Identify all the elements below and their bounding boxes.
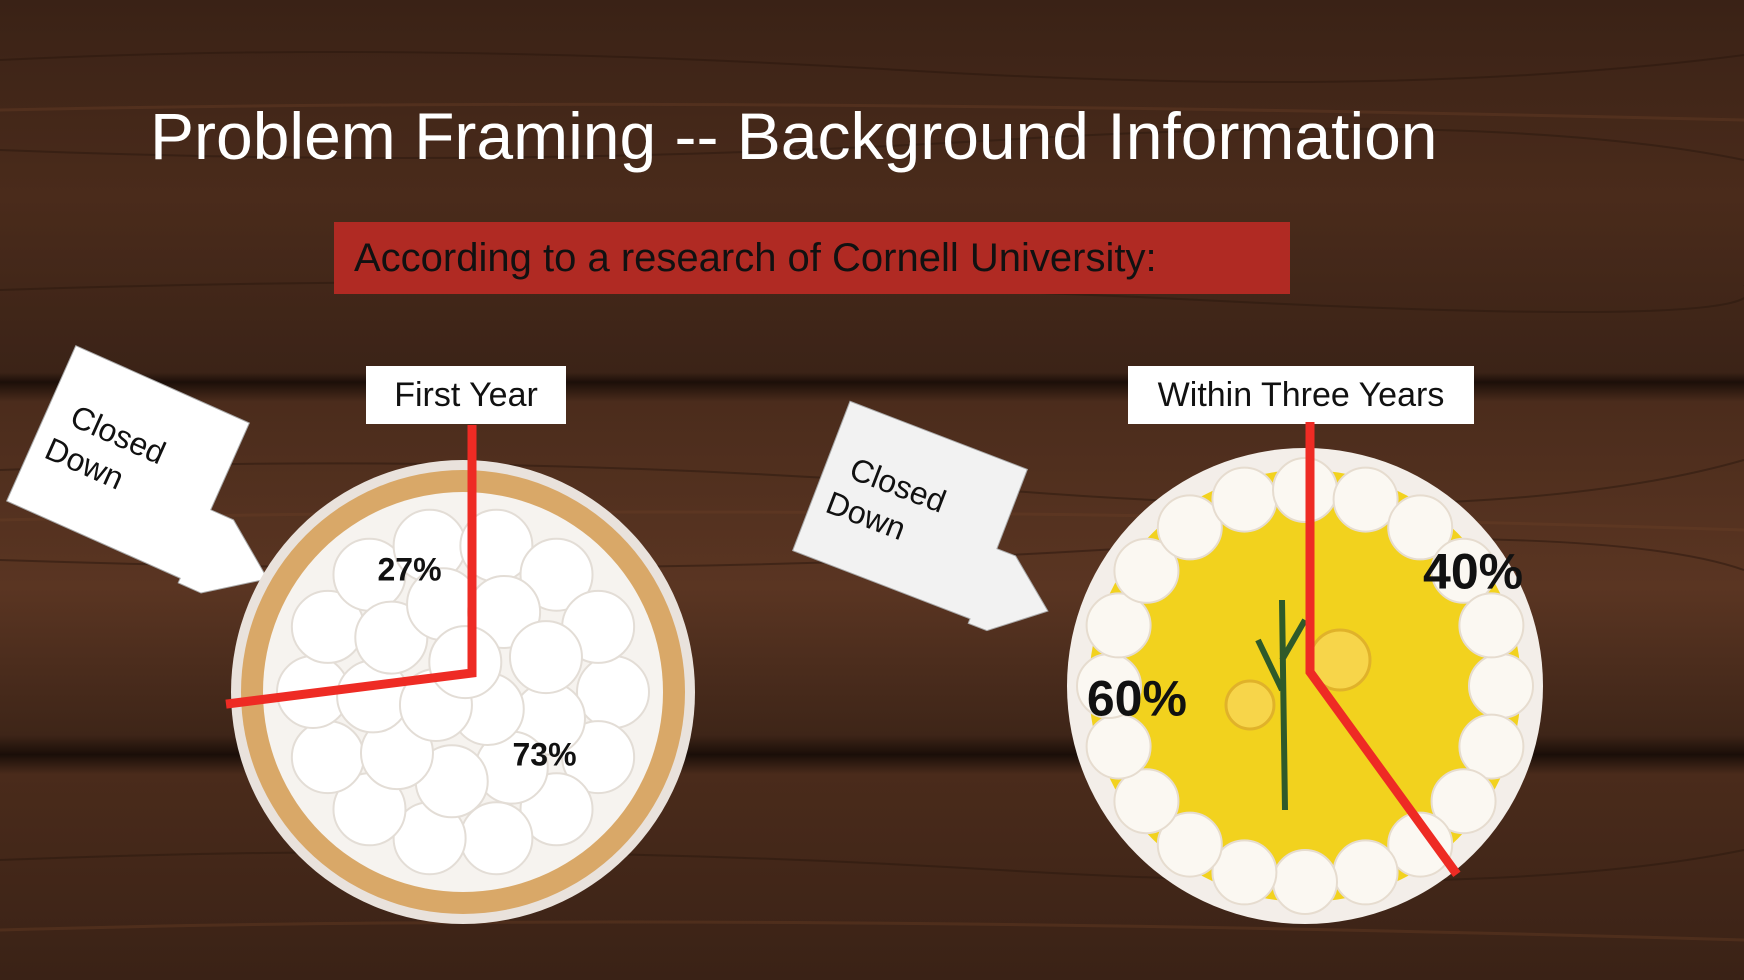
meringue-dollop (1156, 494, 1223, 561)
meringue-dollop (1211, 466, 1278, 533)
meringue-dollop (1113, 537, 1180, 604)
meringue-dollop (1430, 537, 1497, 604)
pie-title-first-year: First Year (366, 366, 566, 424)
meringue-swirl (428, 625, 503, 700)
meringue-swirl (519, 537, 594, 612)
meringue-dollop (1156, 811, 1223, 878)
meringue-dollop (1272, 457, 1338, 523)
pie-three-years-label-open: 40% (1423, 544, 1523, 600)
pie-first-year: 27% 73% (225, 425, 695, 924)
meringue-dollop (1468, 653, 1534, 719)
pie-three-years-divider (1305, 422, 1461, 877)
slide-title: Problem Framing -- Background Informatio… (150, 99, 1438, 173)
meringue-swirl (561, 720, 636, 795)
pie-first-year-label-open: 73% (512, 737, 576, 773)
meringue-dollop (1211, 839, 1278, 906)
pie-three-years: 60% 40% (1067, 422, 1543, 924)
pie-three-years-label-closed: 60% (1087, 670, 1187, 726)
meringue-swirl (290, 720, 365, 795)
meringue-dollop (1430, 768, 1497, 835)
meringue-dollop (1387, 811, 1454, 878)
meringue-dollop (1332, 839, 1399, 906)
meringue-dollop (1458, 713, 1525, 780)
pie-title-three-years: Within Three Years (1128, 366, 1474, 424)
meringue-dollop (1458, 592, 1525, 659)
meringue-dollop (1272, 849, 1338, 915)
meringue-dollop (1113, 768, 1180, 835)
pie-first-year-label-closed: 27% (377, 551, 441, 587)
callout-left: Closed Down (5, 345, 269, 594)
meringue-swirl (459, 801, 534, 876)
callout-right: Closed Down (791, 400, 1049, 632)
meringue-swirl (508, 620, 583, 695)
research-banner: According to a research of Cornell Unive… (334, 222, 1290, 294)
meringue-dollop (1085, 592, 1152, 659)
meringue-dollop (1332, 466, 1399, 533)
pie-first-year-divider (225, 425, 477, 709)
meringue-dollop (1387, 494, 1454, 561)
meringue-swirl (576, 655, 650, 729)
